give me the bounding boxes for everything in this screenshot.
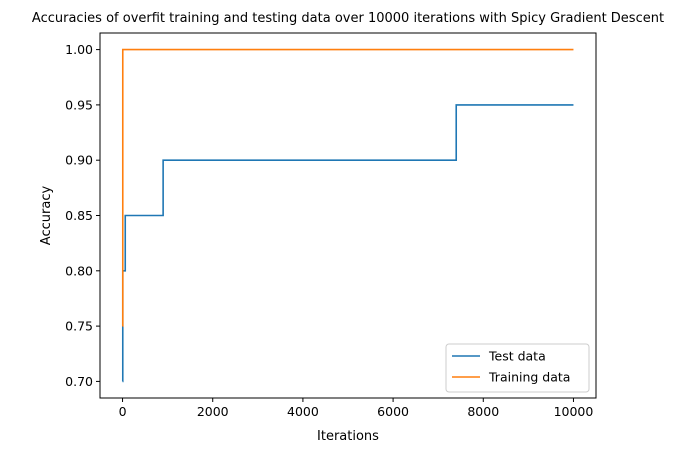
y-tick-label: 0.75 (65, 319, 93, 334)
y-tick-label: 0.80 (65, 263, 93, 278)
legend-label-test-data: Test data (488, 349, 546, 364)
series-line-training-data (121, 48, 574, 327)
series-line-test-data (121, 104, 574, 383)
y-tick-label: 0.85 (65, 208, 93, 223)
legend-box (445, 343, 590, 393)
x-tick-label: 6000 (377, 404, 409, 419)
x-tick-label: 0 (119, 404, 127, 419)
y-tick-label: 0.70 (65, 374, 93, 389)
y-tick-label: 1.00 (65, 42, 93, 57)
x-tick-label: 4000 (287, 404, 319, 419)
y-tick-label: 0.95 (65, 97, 93, 112)
plot-lines (121, 48, 574, 383)
legend-label-training-data: Training data (488, 370, 570, 385)
y-tick-label: 0.90 (65, 153, 93, 168)
y-axis-ticks: 0.70 0.75 0.80 0.85 0.90 0.95 1.00 (65, 42, 100, 389)
chart-title: Accuracies of overfit training and testi… (32, 11, 664, 26)
legend: Test data Training data (445, 343, 590, 393)
x-tick-label: 2000 (197, 404, 229, 419)
x-axis-ticks: 0 2000 4000 6000 8000 10000 (119, 398, 594, 419)
x-tick-label: 10000 (554, 404, 594, 419)
y-axis-label: Accuracy (39, 186, 54, 246)
x-axis-label: Iterations (317, 429, 379, 444)
plot-frame (99, 32, 597, 399)
x-tick-label: 8000 (467, 404, 499, 419)
